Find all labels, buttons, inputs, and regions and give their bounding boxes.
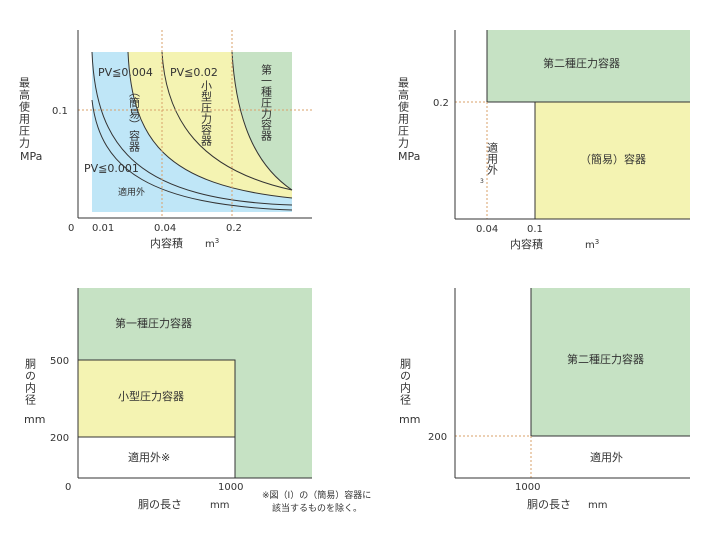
- panel1-zone-simple-label: （簡易）容器: [128, 86, 141, 153]
- panel3-ytick-200: 200: [50, 433, 69, 444]
- panel1-xlabel: 内容積: [150, 236, 183, 250]
- panel1-ylabel: 最高使用圧力: [18, 77, 31, 149]
- panel1-curve-pv002: [161, 51, 293, 191]
- panel1-zone-simple-region: [92, 52, 292, 212]
- panel1-xunit: m3: [205, 237, 219, 250]
- panel2-yunit: MPa: [398, 150, 420, 163]
- panel3-note-line2: 該当するものを除く。: [272, 502, 362, 514]
- panel1-origin: 0: [68, 223, 74, 234]
- panel4-ylabel: 胴の内径: [399, 358, 412, 406]
- panel4-yunit: mm: [399, 413, 420, 426]
- panel1-pv0001-label: PV≦0.001: [84, 162, 139, 175]
- panel3-ytick-500: 500: [50, 356, 69, 367]
- panel2-xtick-004: 0.04: [476, 224, 498, 235]
- panel4-zone-second-label: 第二種圧力容器: [567, 352, 644, 366]
- panel3-xunit: mm: [210, 500, 229, 511]
- panel4-zone-second-region: [531, 288, 690, 436]
- panel4-ytick-200: 200: [428, 432, 447, 443]
- panel1-xtick-004: 0.04: [154, 223, 176, 234]
- panel3-zone-small-region: [78, 360, 235, 437]
- panel4-xlabel: 胴の長さ: [527, 498, 571, 511]
- panel3-zone-first-label: 第一種圧力容器: [115, 316, 192, 330]
- panel1-curve-pv0001: [91, 99, 293, 211]
- panel-3: 0 1000 500 200 胴の内径 mm 胴の長さ mm 第一種圧力容器 小…: [24, 288, 371, 514]
- panel2-ylabel: 最高使用圧力: [397, 77, 410, 149]
- panel3-boundary: [78, 359, 236, 478]
- panel3-ylabel: 胴の内径: [24, 358, 37, 406]
- panel4-xunit: mm: [588, 500, 607, 511]
- panel4-zone-excluded-label: 適用外: [590, 450, 623, 464]
- panel1-zone-small-region: [128, 52, 292, 198]
- panel1-pv002-label: PV≦0.02: [170, 66, 218, 79]
- panel-1: 0 0.01 0.04 0.2 0.1 最高使用圧力 MPa 内容積 m3 PV…: [18, 30, 312, 250]
- panel2-zone-simple-label: （簡易）容器: [580, 152, 646, 166]
- panel2-zone-simple-region: [535, 102, 690, 219]
- panel1-zone-first-region: [232, 52, 292, 190]
- panel1-curve-first: [231, 51, 293, 191]
- panel1-pv0004-label: PV≦0.004: [98, 66, 153, 79]
- panel1-zone-first-label: 第一種圧力容器: [260, 63, 273, 142]
- panel3-zone-excluded-region: [78, 437, 235, 478]
- panel2-zone-second-region: [487, 30, 690, 102]
- panel1-curve-pv0004: [91, 51, 293, 206]
- panel1-zone-excluded-label: 適用外: [118, 186, 145, 198]
- panel1-zone-small-label: 小型圧力容器: [200, 80, 213, 147]
- panel-2: 0.04 0.1 0.2 最高使用圧力 MPa 内容積 m3 第二種圧力容器 （…: [397, 30, 690, 251]
- panel1-yunit: MPa: [20, 150, 42, 163]
- panel1-ytick-01: 0.1: [52, 106, 68, 117]
- panel2-ytick-02: 0.2: [433, 98, 449, 109]
- panel2-zone-excluded-label: 適用外: [486, 141, 499, 176]
- panel2-xlabel: 内容積: [510, 237, 543, 251]
- panel4-xtick-1000: 1000: [515, 482, 540, 493]
- panel3-yunit: mm: [24, 413, 45, 426]
- panel2-xunit: m3: [585, 238, 599, 251]
- panel-4: 1000 200 胴の内径 mm 胴の長さ mm 第二種圧力容器 適用外: [399, 288, 690, 511]
- panel1-xtick-02: 0.2: [226, 223, 242, 234]
- panel3-origin: 0: [65, 482, 71, 493]
- panel3-zone-excluded-label: 適用外※: [128, 450, 170, 464]
- panel2-tiny-mark: 3: [480, 178, 484, 185]
- panel3-xtick-1000: 1000: [218, 482, 243, 493]
- panel3-xlabel: 胴の長さ: [138, 498, 182, 511]
- panel3-zone-small-label: 小型圧力容器: [118, 389, 184, 403]
- panel2-xtick-01: 0.1: [527, 224, 543, 235]
- panel1-curve-pv0004b: [127, 51, 293, 199]
- panel2-zone-second-label: 第二種圧力容器: [543, 56, 620, 70]
- panel1-xtick-001: 0.01: [92, 223, 114, 234]
- panel3-note-line1: ※図（Ⅰ）の（簡易）容器に: [262, 489, 371, 501]
